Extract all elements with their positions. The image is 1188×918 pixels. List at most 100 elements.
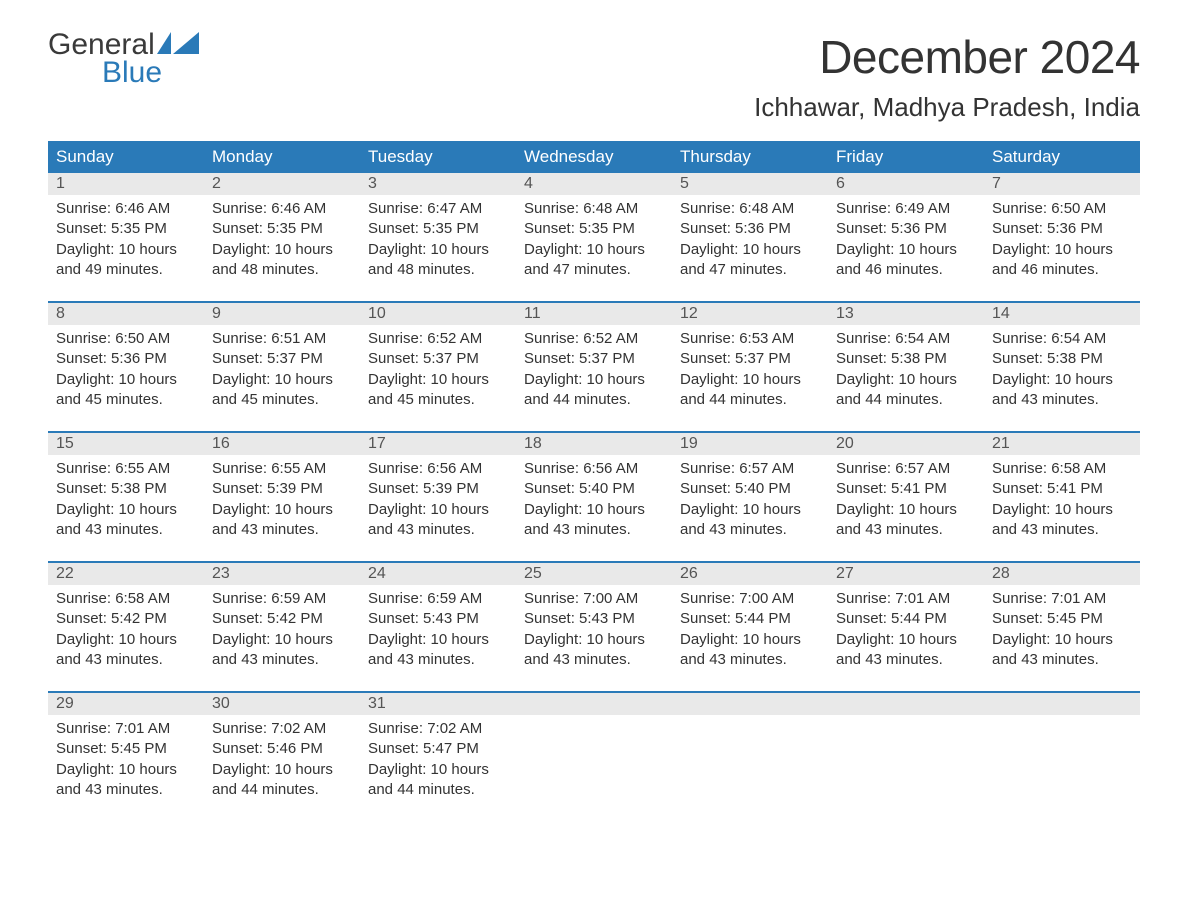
sunrise-line: Sunrise: 6:51 AM xyxy=(212,329,352,349)
sunset-line: Sunset: 5:44 PM xyxy=(680,609,820,629)
sunrise-line: Sunrise: 6:47 AM xyxy=(368,199,508,219)
calendar-day: 17Sunrise: 6:56 AMSunset: 5:39 PMDayligh… xyxy=(360,433,516,551)
daylight-line: Daylight: 10 hours and 43 minutes. xyxy=(56,500,196,541)
calendar-day: 7Sunrise: 6:50 AMSunset: 5:36 PMDaylight… xyxy=(984,173,1140,291)
calendar-day: 13Sunrise: 6:54 AMSunset: 5:38 PMDayligh… xyxy=(828,303,984,421)
calendar-week: 1Sunrise: 6:46 AMSunset: 5:35 PMDaylight… xyxy=(48,173,1140,291)
daylight-line: Daylight: 10 hours and 43 minutes. xyxy=(56,630,196,671)
calendar-week: 8Sunrise: 6:50 AMSunset: 5:36 PMDaylight… xyxy=(48,301,1140,421)
sunset-line: Sunset: 5:36 PM xyxy=(992,219,1132,239)
weekday-header: Sunday Monday Tuesday Wednesday Thursday… xyxy=(48,141,1140,173)
sunset-line: Sunset: 5:35 PM xyxy=(56,219,196,239)
sunrise-line: Sunrise: 6:57 AM xyxy=(680,459,820,479)
sunrise-line: Sunrise: 6:55 AM xyxy=(56,459,196,479)
day-number: 26 xyxy=(672,563,828,585)
daylight-line: Daylight: 10 hours and 47 minutes. xyxy=(524,240,664,281)
sunset-line: Sunset: 5:40 PM xyxy=(524,479,664,499)
sunrise-line: Sunrise: 7:00 AM xyxy=(524,589,664,609)
day-number xyxy=(828,693,984,715)
daylight-line: Daylight: 10 hours and 43 minutes. xyxy=(368,630,508,671)
sunset-line: Sunset: 5:44 PM xyxy=(836,609,976,629)
sunrise-line: Sunrise: 7:01 AM xyxy=(992,589,1132,609)
day-number: 16 xyxy=(204,433,360,455)
daylight-line: Daylight: 10 hours and 43 minutes. xyxy=(212,630,352,671)
day-number: 19 xyxy=(672,433,828,455)
page-header: General Blue December 2024 Ichhawar, Mad… xyxy=(48,30,1140,135)
day-body: Sunrise: 7:01 AMSunset: 5:45 PMDaylight:… xyxy=(48,715,204,808)
sunset-line: Sunset: 5:36 PM xyxy=(836,219,976,239)
day-body: Sunrise: 6:53 AMSunset: 5:37 PMDaylight:… xyxy=(672,325,828,418)
day-number: 18 xyxy=(516,433,672,455)
day-number: 10 xyxy=(360,303,516,325)
weekday-label: Sunday xyxy=(48,141,204,173)
month-title: December 2024 xyxy=(754,30,1140,84)
calendar-day: 23Sunrise: 6:59 AMSunset: 5:42 PMDayligh… xyxy=(204,563,360,681)
day-body: Sunrise: 6:48 AMSunset: 5:35 PMDaylight:… xyxy=(516,195,672,288)
weekday-label: Friday xyxy=(828,141,984,173)
day-body: Sunrise: 6:57 AMSunset: 5:40 PMDaylight:… xyxy=(672,455,828,548)
daylight-line: Daylight: 10 hours and 43 minutes. xyxy=(524,630,664,671)
daylight-line: Daylight: 10 hours and 43 minutes. xyxy=(368,500,508,541)
day-number: 22 xyxy=(48,563,204,585)
day-number: 12 xyxy=(672,303,828,325)
day-number: 3 xyxy=(360,173,516,195)
day-body: Sunrise: 6:57 AMSunset: 5:41 PMDaylight:… xyxy=(828,455,984,548)
sunset-line: Sunset: 5:39 PM xyxy=(212,479,352,499)
day-number: 9 xyxy=(204,303,360,325)
day-number: 14 xyxy=(984,303,1140,325)
daylight-line: Daylight: 10 hours and 44 minutes. xyxy=(524,370,664,411)
daylight-line: Daylight: 10 hours and 45 minutes. xyxy=(212,370,352,411)
calendar-day: 15Sunrise: 6:55 AMSunset: 5:38 PMDayligh… xyxy=(48,433,204,551)
sunrise-line: Sunrise: 6:52 AM xyxy=(524,329,664,349)
day-body: Sunrise: 6:58 AMSunset: 5:42 PMDaylight:… xyxy=(48,585,204,678)
day-number xyxy=(984,693,1140,715)
calendar-week: 29Sunrise: 7:01 AMSunset: 5:45 PMDayligh… xyxy=(48,691,1140,811)
sunrise-line: Sunrise: 6:54 AM xyxy=(992,329,1132,349)
day-number: 30 xyxy=(204,693,360,715)
calendar-day: 19Sunrise: 6:57 AMSunset: 5:40 PMDayligh… xyxy=(672,433,828,551)
day-body: Sunrise: 6:55 AMSunset: 5:38 PMDaylight:… xyxy=(48,455,204,548)
day-number: 28 xyxy=(984,563,1140,585)
day-body: Sunrise: 7:01 AMSunset: 5:45 PMDaylight:… xyxy=(984,585,1140,678)
title-block: December 2024 Ichhawar, Madhya Pradesh, … xyxy=(754,30,1140,135)
sunrise-line: Sunrise: 7:02 AM xyxy=(368,719,508,739)
daylight-line: Daylight: 10 hours and 43 minutes. xyxy=(524,500,664,541)
sunrise-line: Sunrise: 6:56 AM xyxy=(368,459,508,479)
daylight-line: Daylight: 10 hours and 43 minutes. xyxy=(992,370,1132,411)
day-body: Sunrise: 7:02 AMSunset: 5:46 PMDaylight:… xyxy=(204,715,360,808)
day-body: Sunrise: 6:50 AMSunset: 5:36 PMDaylight:… xyxy=(48,325,204,418)
day-number: 21 xyxy=(984,433,1140,455)
daylight-line: Daylight: 10 hours and 44 minutes. xyxy=(212,760,352,801)
sunset-line: Sunset: 5:47 PM xyxy=(368,739,508,759)
weekday-label: Saturday xyxy=(984,141,1140,173)
daylight-line: Daylight: 10 hours and 46 minutes. xyxy=(836,240,976,281)
sunset-line: Sunset: 5:37 PM xyxy=(212,349,352,369)
sunset-line: Sunset: 5:37 PM xyxy=(368,349,508,369)
weeks-container: 1Sunrise: 6:46 AMSunset: 5:35 PMDaylight… xyxy=(48,173,1140,811)
daylight-line: Daylight: 10 hours and 43 minutes. xyxy=(836,630,976,671)
sunrise-line: Sunrise: 6:57 AM xyxy=(836,459,976,479)
weekday-label: Thursday xyxy=(672,141,828,173)
day-body: Sunrise: 6:58 AMSunset: 5:41 PMDaylight:… xyxy=(984,455,1140,548)
calendar-day: 16Sunrise: 6:55 AMSunset: 5:39 PMDayligh… xyxy=(204,433,360,551)
day-body xyxy=(672,715,828,805)
day-number: 24 xyxy=(360,563,516,585)
day-number: 20 xyxy=(828,433,984,455)
day-body: Sunrise: 7:00 AMSunset: 5:44 PMDaylight:… xyxy=(672,585,828,678)
sunrise-line: Sunrise: 6:50 AM xyxy=(56,329,196,349)
day-number: 8 xyxy=(48,303,204,325)
day-body: Sunrise: 6:54 AMSunset: 5:38 PMDaylight:… xyxy=(828,325,984,418)
sunset-line: Sunset: 5:43 PM xyxy=(524,609,664,629)
sunrise-line: Sunrise: 6:52 AM xyxy=(368,329,508,349)
sunrise-line: Sunrise: 6:56 AM xyxy=(524,459,664,479)
calendar-day xyxy=(828,693,984,811)
sunset-line: Sunset: 5:38 PM xyxy=(56,479,196,499)
daylight-line: Daylight: 10 hours and 48 minutes. xyxy=(368,240,508,281)
day-body: Sunrise: 6:52 AMSunset: 5:37 PMDaylight:… xyxy=(516,325,672,418)
daylight-line: Daylight: 10 hours and 44 minutes. xyxy=(368,760,508,801)
sunrise-line: Sunrise: 6:58 AM xyxy=(992,459,1132,479)
daylight-line: Daylight: 10 hours and 43 minutes. xyxy=(992,630,1132,671)
sunset-line: Sunset: 5:36 PM xyxy=(56,349,196,369)
day-number xyxy=(516,693,672,715)
day-number: 6 xyxy=(828,173,984,195)
